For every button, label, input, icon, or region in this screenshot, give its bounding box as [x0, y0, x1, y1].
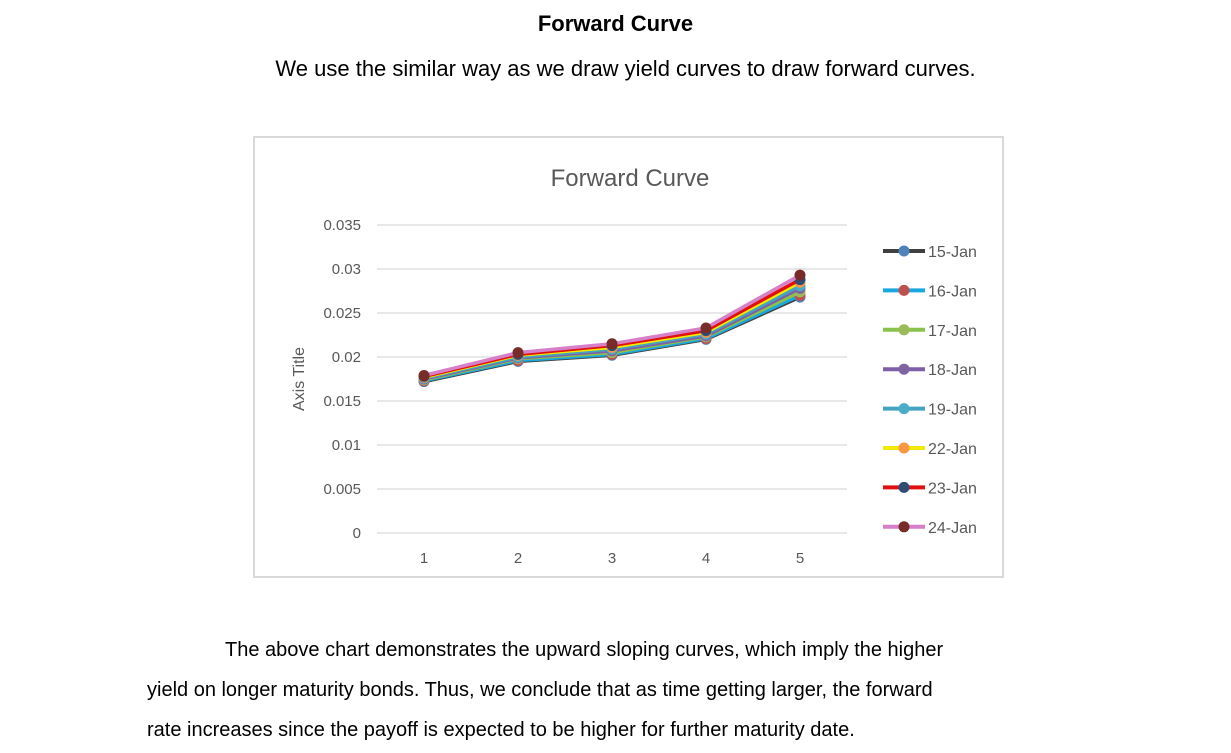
forward-curve-chart: Forward Curve Axis Title 0 0.005 0.01 0.015… — [253, 136, 1004, 578]
legend-label: 18-Jan — [928, 362, 977, 379]
y-axis-title: Axis Title — [291, 347, 308, 411]
legend: 15-Jan 16-Jan 17-Jan 18-Jan 19-Jan 22-Jan 23-J… — [883, 244, 977, 537]
gridlines — [377, 224, 847, 534]
legend-item: 16-Jan — [883, 283, 977, 300]
y-tick-label: 0.03 — [332, 261, 361, 278]
legend-marker — [898, 324, 910, 336]
axis-labels: 0 0.005 0.01 0.015 0.02 0.025 0.03 0.035 1 2 3 4 5 — [323, 217, 804, 567]
legend-marker — [898, 521, 910, 533]
intro-text: We use the similar way as we draw yield … — [275, 56, 976, 81]
series-24-Jan — [418, 269, 806, 381]
legend-item: 22-Jan — [883, 441, 977, 458]
paragraph-line-1: The above chart demonstrates the upward … — [225, 639, 944, 661]
legend-marker — [898, 481, 910, 493]
y-tick-label: 0.025 — [323, 305, 361, 322]
legend-item: 18-Jan — [883, 362, 977, 379]
data-point — [418, 369, 430, 381]
paragraph-line-3: rate increases since the payoff is expec… — [147, 719, 855, 741]
legend-item: 19-Jan — [883, 402, 977, 419]
chart-title: Forward Curve — [551, 165, 710, 192]
data-point — [700, 322, 712, 334]
legend-marker — [898, 245, 910, 257]
x-tick-label: 2 — [514, 550, 522, 567]
x-tick-label: 5 — [796, 550, 804, 567]
data-point — [512, 347, 524, 359]
series-23-Jan — [418, 274, 806, 382]
conclusion-paragraph: The above chart demonstrates the upward … — [147, 630, 1067, 750]
legend-marker — [898, 363, 910, 375]
legend-marker — [898, 284, 910, 296]
legend-marker — [898, 442, 910, 454]
legend-item: 15-Jan — [883, 244, 977, 261]
y-tick-label: 0.005 — [323, 481, 361, 498]
legend-label: 23-Jan — [928, 480, 977, 497]
y-tick-label: 0.035 — [323, 217, 361, 234]
y-tick-label: 0 — [353, 525, 361, 542]
x-tick-label: 1 — [420, 550, 428, 567]
y-tick-label: 0.02 — [332, 349, 361, 366]
legend-label: 22-Jan — [928, 441, 977, 458]
y-tick-label: 0.015 — [323, 393, 361, 410]
legend-marker — [898, 403, 910, 415]
data-point — [794, 269, 806, 281]
y-tick-label: 0.01 — [332, 437, 361, 454]
x-tick-label: 3 — [608, 550, 616, 567]
series-lines — [418, 269, 806, 388]
legend-item: 24-Jan — [883, 520, 977, 537]
legend-item: 23-Jan — [883, 480, 977, 497]
x-tick-label: 4 — [702, 550, 710, 567]
legend-label: 16-Jan — [928, 283, 977, 300]
data-point — [606, 338, 618, 350]
legend-label: 19-Jan — [928, 402, 977, 419]
paragraph-line-2: yield on longer maturity bonds. Thus, we… — [147, 679, 933, 701]
legend-label: 24-Jan — [928, 520, 977, 537]
legend-label: 17-Jan — [928, 323, 977, 340]
page-heading: Forward Curve — [537, 11, 694, 36]
legend-item: 17-Jan — [883, 323, 977, 340]
chart-canvas: Forward Curve Axis Title 0 0.005 0.01 0.015… — [291, 165, 977, 567]
legend-label: 15-Jan — [928, 244, 977, 261]
